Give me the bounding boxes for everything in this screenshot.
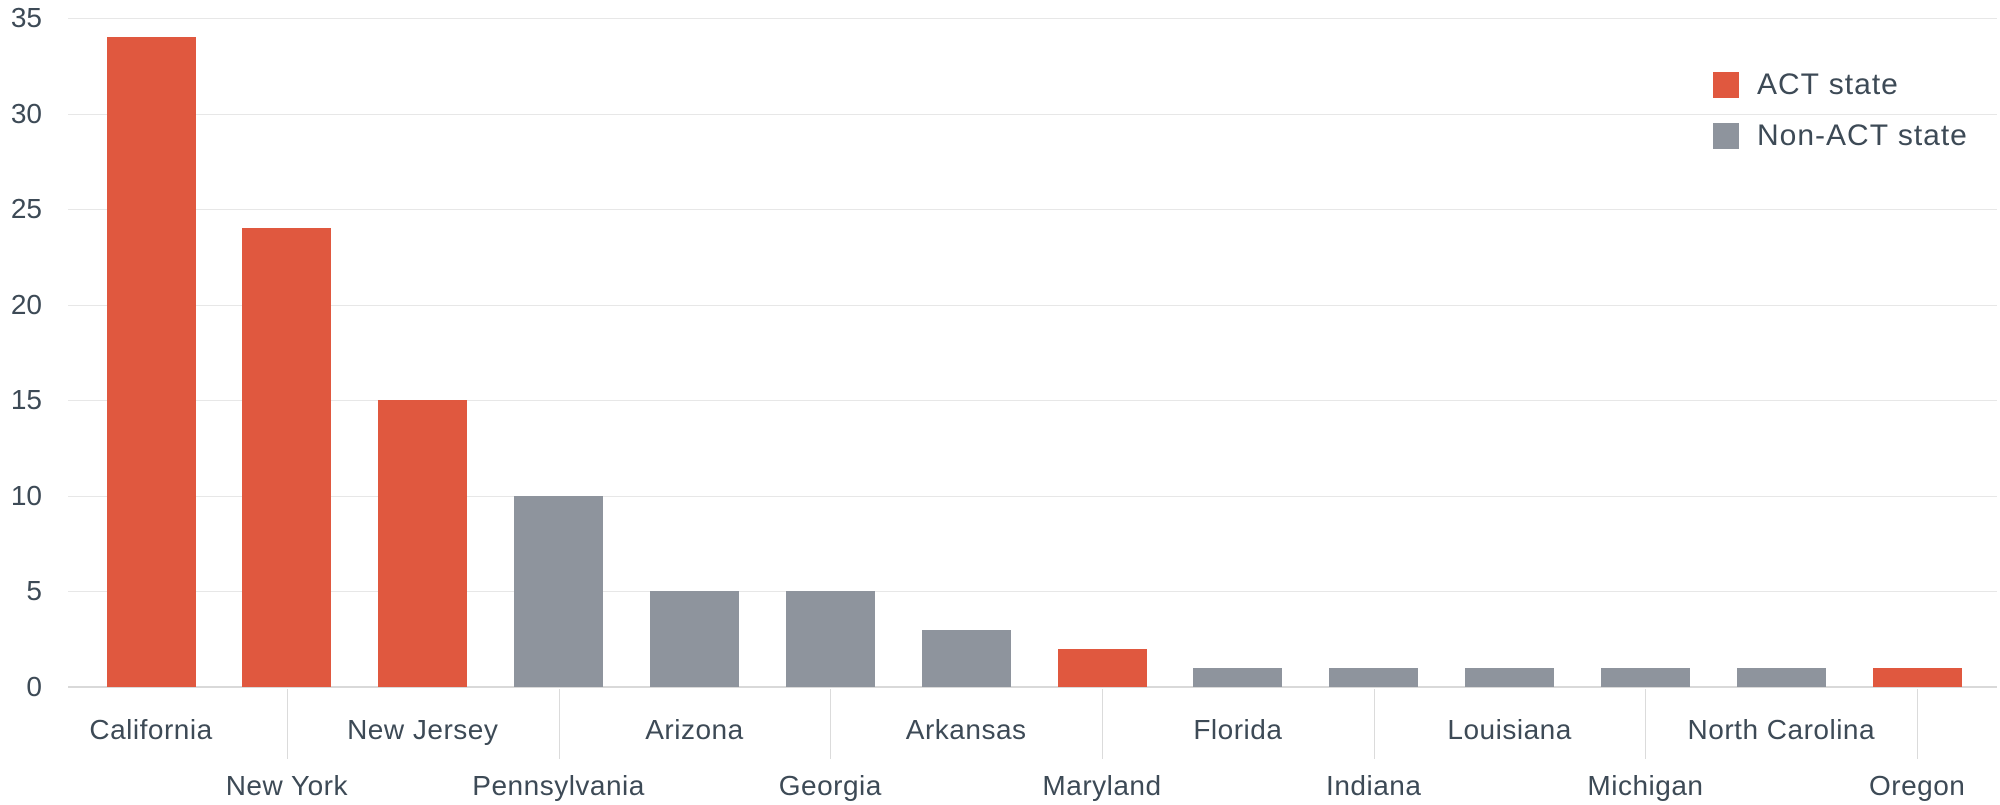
x-tick-separator bbox=[287, 689, 288, 759]
x-tick-separator bbox=[1102, 689, 1103, 759]
x-category-label: Michigan bbox=[1587, 770, 1704, 801]
y-tick-label: 25 bbox=[10, 193, 42, 225]
gridline bbox=[68, 591, 1997, 593]
bar-michigan bbox=[1600, 668, 1690, 687]
x-tick-separator bbox=[1645, 689, 1646, 759]
gridline bbox=[68, 18, 1997, 19]
bar-arkansas bbox=[921, 630, 1011, 687]
x-tick-separator bbox=[830, 689, 831, 759]
gridline bbox=[68, 495, 1997, 497]
y-tick-label: 10 bbox=[10, 479, 42, 511]
x-tick-separator bbox=[1374, 689, 1375, 759]
legend-label-non-act-state: Non-ACT state bbox=[1757, 119, 1968, 152]
x-axis-line bbox=[68, 686, 1997, 688]
bar-california bbox=[106, 37, 196, 687]
x-tick-separator bbox=[1917, 689, 1918, 759]
bar-maryland bbox=[1057, 649, 1147, 687]
bar-louisiana bbox=[1465, 668, 1555, 687]
bar-new-jersey bbox=[378, 400, 468, 687]
bar-arizona bbox=[649, 591, 739, 687]
x-category-label: Maryland bbox=[1042, 770, 1162, 801]
legend-item-non-act-state: Non-ACT state bbox=[1713, 119, 1968, 152]
gridline bbox=[68, 304, 1997, 306]
bar-new-york bbox=[242, 228, 332, 687]
y-tick-label: 0 bbox=[26, 671, 42, 702]
legend-swatch-non-act-icon bbox=[1713, 123, 1739, 149]
x-category-label: Florida bbox=[1193, 714, 1283, 745]
x-category-label: Indiana bbox=[1326, 770, 1422, 801]
legend: ACT state Non-ACT state bbox=[1713, 68, 1968, 152]
legend-item-act-state: ACT state bbox=[1713, 68, 1968, 101]
gridline bbox=[68, 400, 1997, 402]
bar-north-carolina bbox=[1736, 668, 1826, 687]
bar-indiana bbox=[1329, 668, 1419, 687]
y-tick-label: 30 bbox=[10, 97, 42, 129]
gridline bbox=[68, 113, 1997, 115]
bar-pennsylvania bbox=[514, 496, 604, 687]
x-category-label: Louisiana bbox=[1447, 714, 1572, 745]
x-category-label: Pennsylvania bbox=[472, 770, 645, 801]
x-category-label: New Jersey bbox=[347, 714, 499, 745]
x-category-label: Oregon bbox=[1868, 770, 1966, 801]
x-category-label: Georgia bbox=[778, 770, 882, 801]
legend-label-act-state: ACT state bbox=[1757, 68, 1899, 101]
bar-florida bbox=[1193, 668, 1283, 687]
y-tick-label: 5 bbox=[26, 575, 42, 607]
legend-swatch-act-icon bbox=[1713, 72, 1739, 98]
x-category-label: California bbox=[89, 714, 213, 745]
y-tick-label: 15 bbox=[10, 384, 42, 416]
x-category-label: New York bbox=[225, 770, 348, 801]
bar-oregon bbox=[1872, 668, 1962, 687]
x-category-label: North Carolina bbox=[1687, 714, 1876, 745]
x-category-label: Arkansas bbox=[905, 714, 1027, 745]
x-tick-separator bbox=[559, 689, 560, 759]
bar-georgia bbox=[785, 591, 875, 687]
x-category-label: Arizona bbox=[645, 714, 744, 745]
y-tick-label: 20 bbox=[10, 288, 42, 320]
gridline bbox=[68, 209, 1997, 211]
y-tick-label: 35 bbox=[10, 2, 42, 33]
